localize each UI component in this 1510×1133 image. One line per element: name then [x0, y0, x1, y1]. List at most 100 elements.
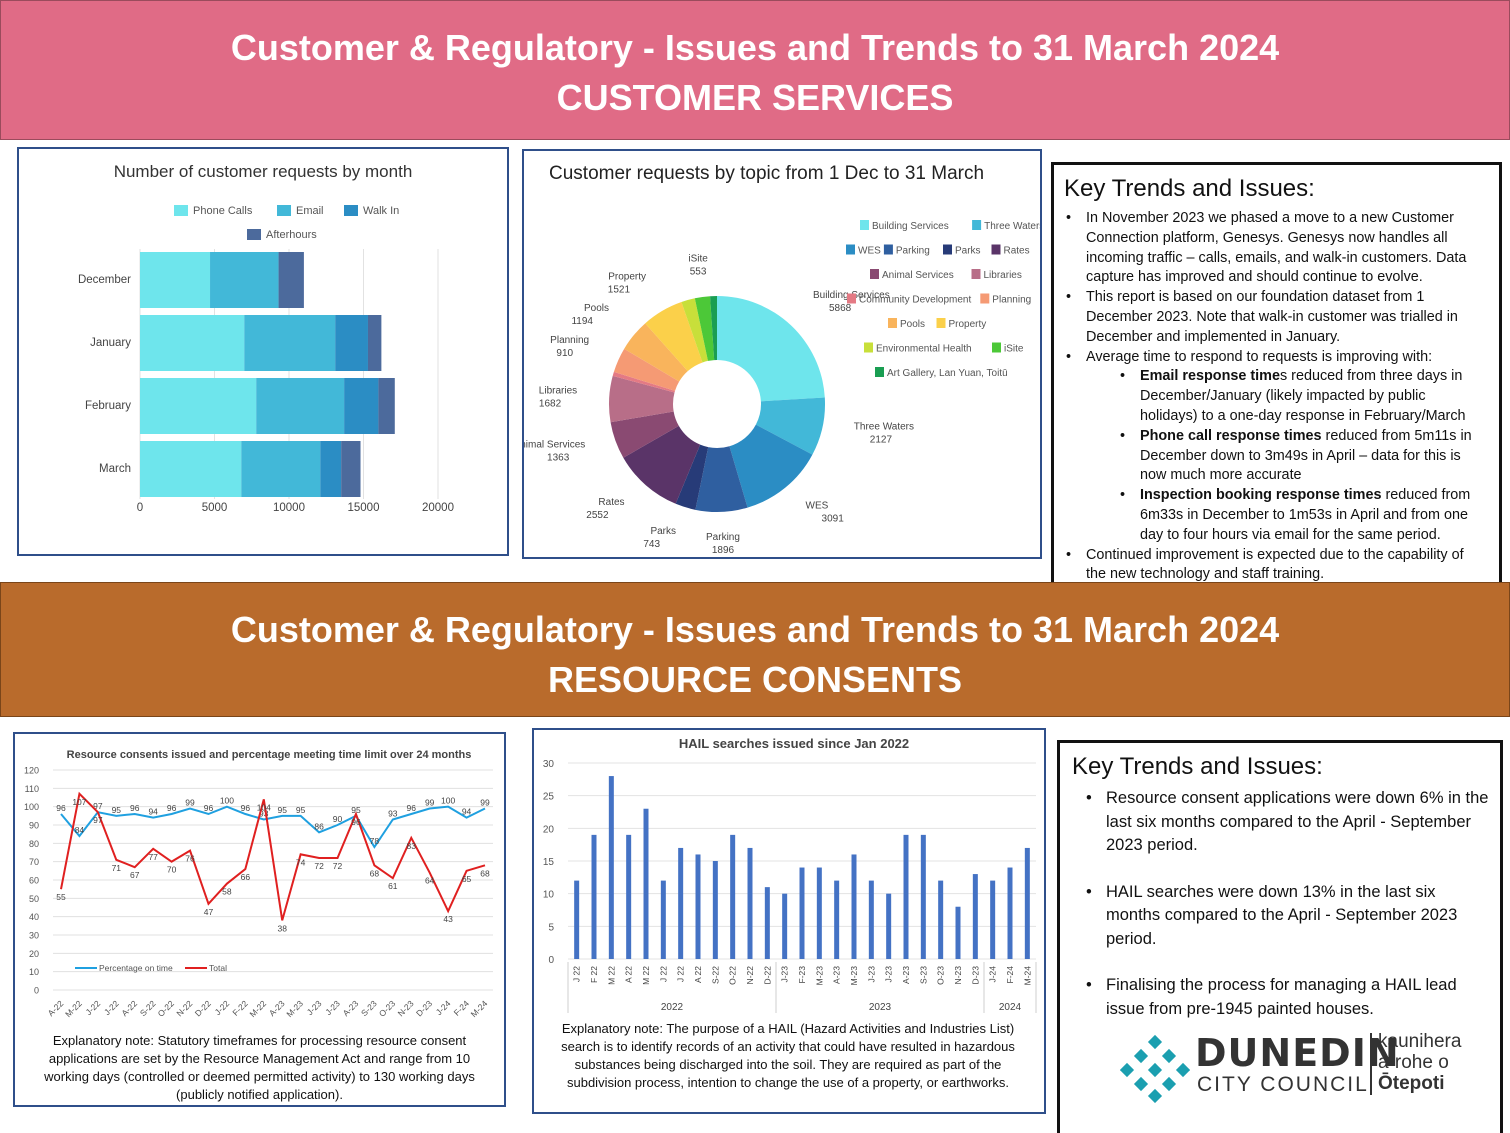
bar — [747, 847, 753, 959]
x-tick-label: N-22 — [174, 998, 194, 1018]
bar — [851, 854, 857, 959]
legend-label: Rates — [1004, 246, 1030, 257]
x-tick-label: J-23 — [866, 966, 876, 983]
bar-segment — [244, 315, 336, 371]
slice-value: 1896 — [712, 545, 735, 556]
legend-swatch — [875, 367, 884, 377]
x-tick-label: M-22 — [63, 998, 84, 1019]
x-tick-label: S-23 — [359, 998, 379, 1018]
legend-label: Percentage on time — [99, 963, 173, 973]
data-label: 71 — [112, 863, 122, 873]
slice-name: Property — [608, 271, 646, 282]
logo-name: DUNEDIN — [1195, 1031, 1400, 1075]
y-tick-label: 110 — [25, 784, 39, 794]
x-tick-label: 20000 — [422, 502, 454, 514]
y-tick-label: 25 — [543, 792, 555, 803]
key-trend-text: reduced from 5m11s in December down to 3… — [1140, 427, 1472, 484]
x-tick-label: 10000 — [273, 502, 305, 514]
donut-slice — [609, 375, 675, 423]
legend-label: Environmental Health — [876, 344, 972, 355]
x-tick-label: F-24 — [1005, 966, 1015, 984]
legend-swatch — [247, 229, 261, 240]
bar — [678, 847, 684, 959]
x-tick-label: O-23 — [377, 998, 398, 1019]
donut-slice — [729, 424, 813, 508]
bar — [799, 867, 805, 959]
requests-by-month-panel: Number of customer requests by month Pho… — [17, 147, 509, 556]
legend-label: Three Waters — [984, 221, 1040, 232]
bar — [730, 834, 736, 959]
x-tick-label: N-23 — [953, 966, 963, 985]
bar-segment — [341, 441, 361, 497]
y-tick-label: 120 — [24, 766, 39, 776]
y-tick-label: 5 — [548, 922, 554, 933]
data-label: 96 — [56, 803, 66, 813]
hail-searches-panel: HAIL searches issued since Jan 2022 0 5 10… — [532, 728, 1046, 1114]
y-tick-label: 70 — [29, 857, 39, 867]
x-tick-label: J-24 — [434, 998, 453, 1017]
y-tick-label: 20 — [543, 824, 555, 835]
data-label: 43 — [443, 914, 453, 924]
data-label: 90 — [333, 814, 343, 824]
data-label: 96 — [167, 803, 177, 813]
bar — [955, 906, 961, 959]
data-label: 76 — [185, 854, 195, 864]
x-tick-label: J-23 — [780, 966, 790, 983]
bar — [868, 880, 874, 959]
legend-swatch — [936, 318, 946, 328]
donut-slice — [710, 296, 717, 361]
x-tick-label: F-24 — [452, 998, 472, 1018]
donut-slice — [675, 444, 709, 510]
y-tick-label: 90 — [29, 821, 39, 831]
data-label: 99 — [425, 798, 435, 808]
y-tick-label: 0 — [548, 955, 554, 966]
donut-slice — [623, 425, 701, 504]
data-label: 72 — [314, 861, 324, 871]
category-label: February — [85, 400, 131, 412]
y-tick-label: 10 — [543, 890, 555, 901]
x-tick-label: J-23 — [323, 998, 342, 1017]
y-tick-label: 30 — [29, 931, 39, 941]
slice-value: 1682 — [539, 398, 562, 409]
legend-label: Parks — [955, 246, 981, 257]
y-tick-label: 30 — [543, 759, 555, 770]
bar — [608, 776, 614, 959]
x-tick-label: S-22 — [710, 966, 720, 984]
x-tick-label: A-23 — [901, 966, 911, 984]
consents-issued-chart: Resource consents issued and percentage … — [24, 749, 493, 1019]
explanatory-note: Explanatory note: The purpose of a HAIL … — [561, 1021, 1015, 1090]
slice-name: iSite — [688, 253, 708, 264]
x-tick-label: M-23 — [814, 966, 824, 986]
header-title: Customer & Regulatory - Issues and Trend… — [230, 27, 1280, 68]
key-trend-bullet: HAIL searches were down 13% in the last … — [1086, 881, 1490, 952]
legend-label: Animal Services — [882, 270, 954, 281]
key-trend-bullet: Continued improvement is expected due to… — [1066, 546, 1487, 586]
y-tick-label: 40 — [29, 912, 39, 922]
logo-subname: CITY COUNCIL — [1197, 1073, 1369, 1096]
y-tick-label: 20 — [29, 949, 39, 959]
legend-label: Building Services — [872, 221, 949, 232]
legend-label: iSite — [1004, 344, 1024, 355]
slice-value: 743 — [643, 539, 660, 550]
legend-swatch — [972, 220, 982, 230]
x-tick-label: D-22 — [193, 998, 213, 1018]
slice-name: Parks — [650, 526, 676, 537]
data-label: 95 — [112, 805, 122, 815]
donut-slice — [681, 298, 708, 363]
x-tick-label: A-22 — [46, 998, 66, 1018]
legend-swatch — [344, 205, 358, 216]
data-label: 99 — [185, 798, 195, 808]
legend-swatch — [883, 244, 893, 255]
data-label: 65 — [462, 874, 472, 884]
x-tick-label: S-23 — [918, 966, 928, 984]
x-tick-label: A-22 — [119, 998, 139, 1018]
resource-consents-header: Customer & Regulatory - Issues and Trend… — [0, 582, 1510, 717]
donut-slice — [612, 371, 675, 393]
key-trend-subbullet: Phone call response times reduced from 5… — [1120, 427, 1487, 486]
bar — [643, 808, 649, 959]
data-label: 67 — [130, 870, 140, 880]
x-tick-label: F-23 — [797, 966, 807, 984]
header-title: Customer & Regulatory - Issues and Trend… — [230, 609, 1280, 650]
slice-name: Planning — [550, 335, 589, 346]
data-label: 68 — [480, 868, 490, 878]
